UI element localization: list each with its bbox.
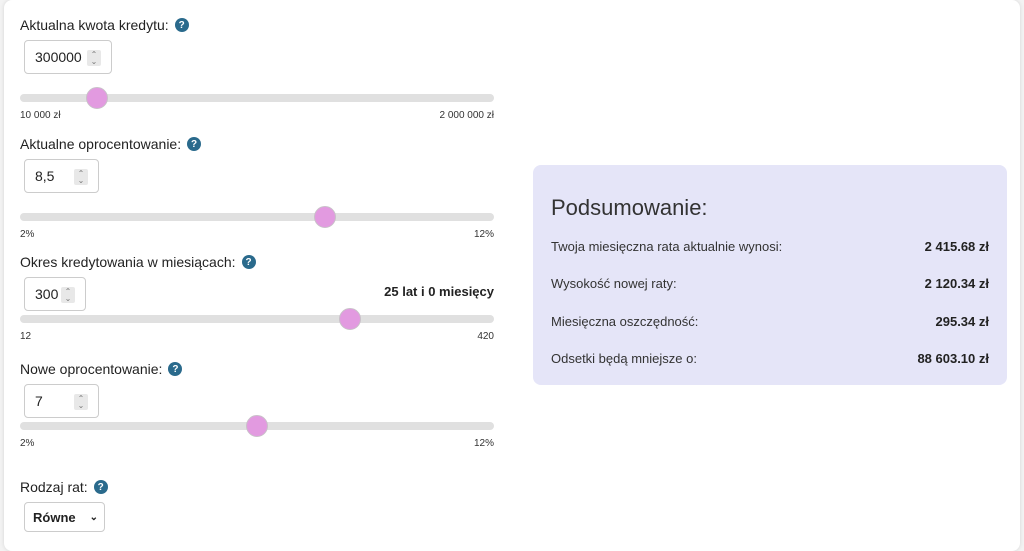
field-label: Aktualna kwota kredytu: xyxy=(20,17,169,33)
slider-min-label: 10 000 zł xyxy=(20,110,61,121)
slider-min-label: 2% xyxy=(20,438,35,449)
slider-max-label: 2 000 000 zł xyxy=(439,110,495,121)
slider-thumb[interactable] xyxy=(246,415,268,437)
row-value: 2 415.68 zł xyxy=(924,239,989,254)
slider-max-label: 12% xyxy=(473,438,494,449)
input-value: 300 xyxy=(35,286,59,302)
current-rate-slider[interactable] xyxy=(20,206,494,228)
help-icon[interactable]: ? xyxy=(93,480,108,494)
loan-period-slider[interactable] xyxy=(20,308,494,330)
help-icon[interactable]: ? xyxy=(174,18,189,32)
loan-amount-input[interactable]: 300000 ⌃ ⌄ xyxy=(24,40,112,74)
summary-row: Odsetki będą mniejsze o: 88 603.10 zł xyxy=(551,351,989,366)
new-rate-slider[interactable] xyxy=(20,415,494,437)
current-rate-input[interactable]: 8,5 ⌃ ⌄ xyxy=(24,159,99,193)
help-icon[interactable]: ? xyxy=(241,255,256,269)
summary-row: Miesięczna oszczędność: 295.34 zł xyxy=(551,314,989,329)
new-rate-field: Nowe oprocentowanie:? 7 ⌃ ⌄ 2% 12% xyxy=(20,360,494,449)
period-description: 25 lat i 0 miesięcy xyxy=(384,284,494,299)
summary-panel: Podsumowanie: Twoja miesięczna rata aktu… xyxy=(533,165,1007,385)
row-value: 88 603.10 zł xyxy=(917,351,989,366)
installment-type-field: Rodzaj rat:? Równe ⌄ xyxy=(20,478,494,532)
input-value: 8,5 xyxy=(35,168,55,184)
field-label: Okres kredytowania w miesiącach: xyxy=(20,254,236,270)
selected-value: Równe xyxy=(33,509,76,525)
slider-max-label: 420 xyxy=(477,331,494,342)
input-value: 7 xyxy=(35,393,43,409)
row-label: Wysokość nowej raty: xyxy=(551,276,677,291)
row-label: Twoja miesięczna rata aktualnie wynosi: xyxy=(551,239,783,254)
loan-amount-field: Aktualna kwota kredytu:? 300000 ⌃ ⌄ 10 000… xyxy=(20,16,494,121)
input-value: 300000 xyxy=(35,49,82,65)
field-label: Rodzaj rat: xyxy=(20,479,88,495)
loan-period-input[interactable]: 300 ⌃ ⌄ xyxy=(24,277,86,311)
spinner-icon[interactable]: ⌃ ⌄ xyxy=(74,169,88,185)
field-label: Nowe oprocentowanie: xyxy=(20,361,163,377)
new-rate-input[interactable]: 7 ⌃ ⌄ xyxy=(24,384,99,418)
summary-row: Wysokość nowej raty: 2 120.34 zł xyxy=(551,276,989,291)
spinner-icon[interactable]: ⌃ ⌄ xyxy=(87,50,101,66)
spinner-icon[interactable]: ⌃ ⌄ xyxy=(74,394,88,410)
row-label: Miesięczna oszczędność: xyxy=(551,314,699,329)
installment-type-select[interactable]: Równe ⌄ xyxy=(24,502,105,532)
loan-period-field: Okres kredytowania w miesiącach:? 300 ⌃ ⌄ … xyxy=(20,253,494,342)
slider-thumb[interactable] xyxy=(313,206,336,228)
row-value: 2 120.34 zł xyxy=(924,276,989,291)
row-label: Odsetki będą mniejsze o: xyxy=(551,351,697,366)
slider-min-label: 12 xyxy=(20,331,32,342)
slider-max-label: 12% xyxy=(473,229,494,240)
slider-min-label: 2% xyxy=(20,229,35,240)
help-icon[interactable]: ? xyxy=(187,137,202,151)
slider-thumb[interactable] xyxy=(85,87,108,109)
row-value: 295.34 zł xyxy=(935,314,990,329)
summary-title: Podsumowanie: xyxy=(551,195,708,220)
help-icon[interactable]: ? xyxy=(168,362,183,376)
slider-thumb[interactable] xyxy=(339,308,362,330)
current-rate-field: Aktualne oprocentowanie:? 8,5 ⌃ ⌄ 2% 12% xyxy=(20,135,494,240)
spinner-icon[interactable]: ⌃ ⌄ xyxy=(61,287,75,303)
loan-amount-slider[interactable] xyxy=(20,87,494,109)
field-label: Aktualne oprocentowanie: xyxy=(20,136,182,152)
summary-row: Twoja miesięczna rata aktualnie wynosi: 2… xyxy=(551,239,989,254)
chevron-down-icon: ⌄ xyxy=(89,511,98,523)
